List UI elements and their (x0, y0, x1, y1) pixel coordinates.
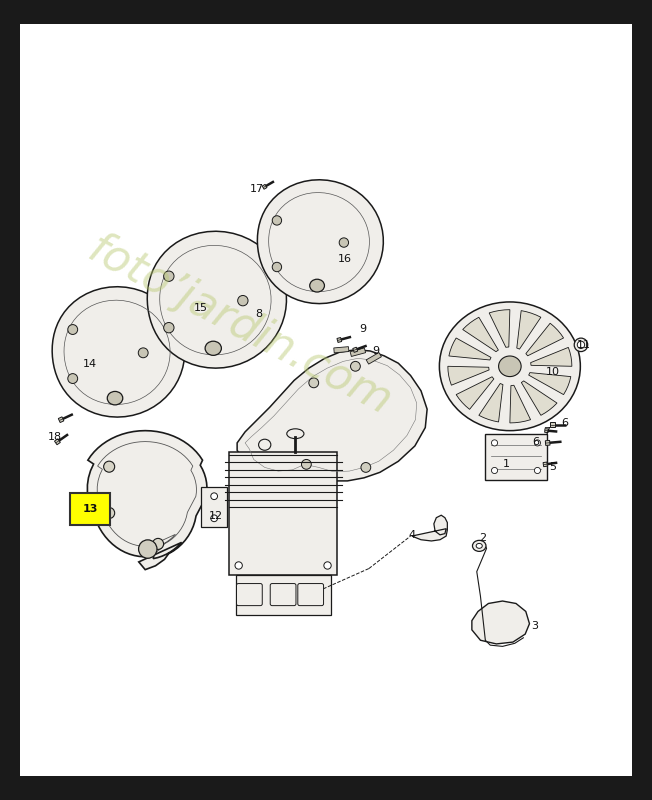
Polygon shape (456, 377, 494, 410)
FancyBboxPatch shape (230, 452, 336, 574)
Bar (334, 346, 349, 353)
Polygon shape (479, 383, 503, 422)
FancyBboxPatch shape (270, 583, 296, 606)
Polygon shape (449, 338, 491, 360)
Bar (262, 184, 267, 190)
Text: 6: 6 (532, 437, 539, 446)
Text: 15: 15 (194, 303, 207, 313)
Ellipse shape (68, 374, 78, 383)
Ellipse shape (351, 362, 361, 371)
Ellipse shape (68, 325, 78, 334)
Polygon shape (448, 366, 489, 385)
Ellipse shape (492, 440, 497, 446)
Ellipse shape (104, 507, 115, 518)
Ellipse shape (139, 540, 157, 558)
Bar (543, 462, 548, 466)
Ellipse shape (339, 238, 349, 247)
Bar (544, 429, 548, 433)
Polygon shape (52, 286, 185, 417)
Text: 1: 1 (503, 459, 511, 470)
Polygon shape (87, 430, 207, 570)
Ellipse shape (361, 462, 371, 472)
Ellipse shape (153, 538, 164, 550)
FancyBboxPatch shape (235, 574, 331, 614)
Ellipse shape (476, 543, 482, 548)
Ellipse shape (301, 459, 311, 470)
Polygon shape (517, 310, 541, 349)
Ellipse shape (535, 467, 541, 474)
Text: 4: 4 (408, 530, 415, 540)
Ellipse shape (104, 461, 115, 472)
Polygon shape (237, 350, 427, 481)
Ellipse shape (499, 356, 521, 377)
Text: 7: 7 (543, 427, 550, 437)
FancyBboxPatch shape (201, 487, 227, 527)
Text: 16: 16 (337, 254, 351, 264)
Ellipse shape (310, 279, 325, 292)
Bar (350, 348, 366, 357)
Bar (366, 353, 381, 364)
Polygon shape (531, 347, 572, 366)
Ellipse shape (577, 341, 585, 349)
Polygon shape (258, 180, 383, 304)
Ellipse shape (164, 322, 174, 333)
Ellipse shape (439, 302, 580, 430)
Ellipse shape (211, 515, 218, 522)
Ellipse shape (138, 348, 148, 358)
Ellipse shape (574, 338, 587, 351)
Polygon shape (147, 231, 286, 368)
FancyBboxPatch shape (70, 493, 110, 525)
FancyBboxPatch shape (237, 583, 262, 606)
Text: 2: 2 (479, 533, 486, 543)
Ellipse shape (324, 562, 331, 569)
Text: 9: 9 (373, 346, 380, 356)
Text: 6: 6 (561, 418, 569, 428)
Polygon shape (489, 310, 510, 347)
Text: 3: 3 (531, 621, 538, 630)
Text: 13: 13 (82, 504, 98, 514)
Ellipse shape (259, 439, 271, 450)
Text: 9: 9 (359, 324, 366, 334)
Text: 10: 10 (546, 367, 560, 378)
Polygon shape (472, 601, 529, 644)
Bar (353, 347, 358, 352)
Polygon shape (412, 515, 447, 541)
Text: 11: 11 (576, 340, 591, 350)
Text: 18: 18 (48, 432, 62, 442)
Bar (58, 417, 64, 422)
Text: 8: 8 (255, 309, 262, 319)
Ellipse shape (164, 271, 174, 282)
Bar (337, 338, 342, 342)
Text: 17: 17 (250, 183, 265, 194)
Text: 14: 14 (83, 359, 97, 370)
Polygon shape (529, 373, 571, 394)
Ellipse shape (211, 493, 218, 499)
Text: 5: 5 (549, 462, 556, 473)
Ellipse shape (287, 429, 304, 438)
Ellipse shape (205, 341, 222, 355)
Ellipse shape (473, 540, 486, 551)
Polygon shape (522, 381, 557, 415)
Ellipse shape (108, 391, 123, 405)
Ellipse shape (235, 562, 243, 569)
FancyBboxPatch shape (298, 583, 323, 606)
Bar (550, 422, 555, 427)
Bar (545, 440, 550, 446)
FancyBboxPatch shape (485, 434, 546, 480)
Text: foto’jardin.com: foto’jardin.com (81, 228, 400, 425)
Ellipse shape (309, 378, 319, 388)
Polygon shape (510, 386, 531, 423)
Ellipse shape (273, 216, 282, 225)
Ellipse shape (535, 440, 541, 446)
Ellipse shape (238, 295, 248, 306)
Ellipse shape (492, 467, 497, 474)
Polygon shape (526, 323, 563, 356)
Polygon shape (463, 318, 498, 352)
Text: 12: 12 (209, 511, 223, 522)
Bar (55, 439, 61, 445)
Ellipse shape (273, 262, 282, 272)
